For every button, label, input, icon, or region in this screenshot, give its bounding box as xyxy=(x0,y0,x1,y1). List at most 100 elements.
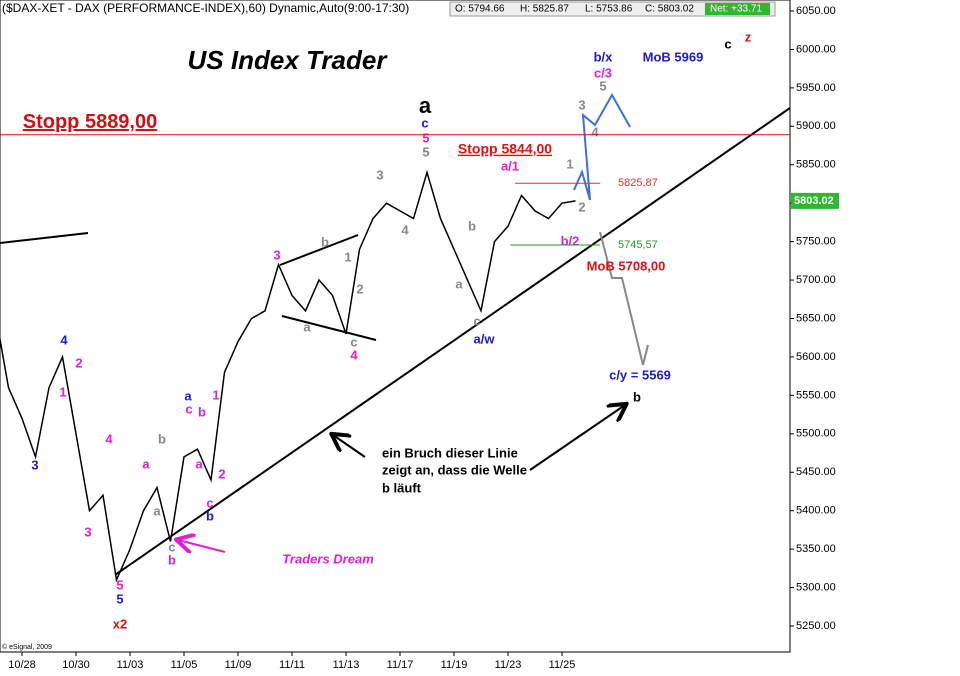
quote-net: Net: +33.71 xyxy=(710,4,762,15)
annotation: US Index Trader xyxy=(188,45,389,75)
plot-area xyxy=(0,0,791,653)
forecast-path xyxy=(599,231,649,366)
x-tick-label: 11/11 xyxy=(279,659,305,671)
annotation: a/1 xyxy=(501,158,519,173)
triangle-line xyxy=(279,234,359,266)
y-tick-label: 5900.00 xyxy=(796,120,836,132)
annotation: a xyxy=(153,503,161,518)
annotation: b/x xyxy=(594,49,614,64)
quote-high: H: 5825.87 xyxy=(520,4,569,15)
annotation: MoB 5708,00 xyxy=(587,258,666,273)
arrow xyxy=(529,405,625,471)
annotation: 2 xyxy=(75,355,82,370)
annotation: z xyxy=(745,29,752,44)
annotation: Traders Dream xyxy=(282,551,374,566)
annotation: 5 xyxy=(422,144,429,159)
annotation: b xyxy=(468,218,476,233)
annotation: 3 xyxy=(31,457,38,472)
annotation: c xyxy=(206,495,213,510)
annotation: 1 xyxy=(59,384,66,399)
annotation: c/3 xyxy=(594,65,612,80)
annotation: ein Bruch dieser Linie xyxy=(382,445,518,460)
x-tick-label: 10/28 xyxy=(8,659,36,671)
quote-open: O: 5794.66 xyxy=(455,4,505,15)
y-tick-label: 5250.00 xyxy=(796,620,836,632)
annotation: b xyxy=(206,508,214,523)
annotation: 4 xyxy=(60,332,68,347)
annotation: b/2 xyxy=(561,233,580,248)
annotation: 3 xyxy=(84,524,91,539)
annotation: 4 xyxy=(401,222,409,237)
level-label: 5825,87 xyxy=(618,177,658,189)
y-tick-label: 5700.00 xyxy=(796,274,836,286)
annotation: 5 xyxy=(116,591,123,606)
arrow xyxy=(178,540,226,552)
annotation: 3 xyxy=(273,247,280,262)
quote-low: L: 5753.86 xyxy=(585,4,633,15)
annotation: 1 xyxy=(212,387,219,402)
series-layer xyxy=(0,169,576,583)
x-tick-label: 11/17 xyxy=(387,659,414,671)
annotation: c/y = 5569 xyxy=(609,367,671,382)
chart-title: ($DAX-XET - DAX (PERFORMANCE-INDEX),60) … xyxy=(2,1,409,15)
annotation: c xyxy=(724,36,731,51)
y-tick-label: 5750.00 xyxy=(796,236,836,248)
annotation: a xyxy=(142,456,150,471)
annotation: b xyxy=(158,431,166,446)
annotation: a xyxy=(419,93,432,118)
y-tick-label: 5450.00 xyxy=(796,466,836,478)
annotation: a xyxy=(195,456,203,471)
annotation: b xyxy=(198,404,206,419)
last-price-box xyxy=(791,192,839,209)
annotation: Stopp 5844,00 xyxy=(458,141,552,157)
y-tick-label: 6050.00 xyxy=(796,5,836,17)
annotation: c xyxy=(185,401,192,416)
x-tick-label: 11/23 xyxy=(495,659,522,671)
y-tick-label: 5300.00 xyxy=(796,581,836,593)
level-label: 5745,57 xyxy=(618,239,658,251)
annotation: c xyxy=(350,334,357,349)
y-tick-label: 5350.00 xyxy=(796,543,836,555)
x-tick-label: 11/13 xyxy=(333,659,360,671)
annotation: c xyxy=(421,115,428,130)
annotation: b xyxy=(321,234,329,249)
net-box xyxy=(705,3,770,15)
arrow xyxy=(333,435,366,458)
x-tick-label: 11/09 xyxy=(225,659,252,671)
annotation: 3 xyxy=(578,97,585,112)
annotation: c xyxy=(168,539,175,554)
annotation: b läuft xyxy=(382,480,422,495)
annotation: 2 xyxy=(578,199,585,214)
annotation: 2 xyxy=(218,466,225,481)
annotation: 4 xyxy=(591,124,599,139)
y-tick-label: 5400.00 xyxy=(796,505,836,517)
annotation: 2 xyxy=(356,281,363,296)
quote-close: C: 5803.02 xyxy=(645,4,694,15)
annotation: 5 xyxy=(422,130,429,145)
annotation: b xyxy=(633,389,641,404)
x-tick-label: 11/05 xyxy=(171,659,198,671)
x-tick-label: 11/19 xyxy=(441,659,468,671)
x-tick-label: 11/03 xyxy=(117,659,144,671)
annotation: b xyxy=(168,552,176,567)
y-tick-label: 5850.00 xyxy=(796,159,836,171)
annotation: 5 xyxy=(599,78,606,93)
annotation: a xyxy=(184,388,192,403)
y-tick-label: 5650.00 xyxy=(796,312,836,324)
annotation: a/w xyxy=(474,331,496,346)
price-line xyxy=(0,169,576,583)
triangle-line xyxy=(281,315,377,341)
annotation: c xyxy=(473,313,480,328)
level-label: Stopp 5889,00 xyxy=(23,111,158,133)
last-price-label: 5803.02 xyxy=(794,195,834,207)
annotation: a xyxy=(455,276,463,291)
footer: © eSignal, 2009 xyxy=(2,643,52,651)
annotation: x2 xyxy=(113,616,127,631)
annotations: US Index Trader a c 5 5 Stopp 5844,00 a/… xyxy=(31,29,751,631)
x-tick-label: 10/30 xyxy=(62,659,90,671)
y-tick-label: 6000.00 xyxy=(796,43,836,55)
annotation: 3 xyxy=(376,167,383,182)
annotation: 1 xyxy=(566,156,573,171)
forecast-path xyxy=(573,92,631,201)
